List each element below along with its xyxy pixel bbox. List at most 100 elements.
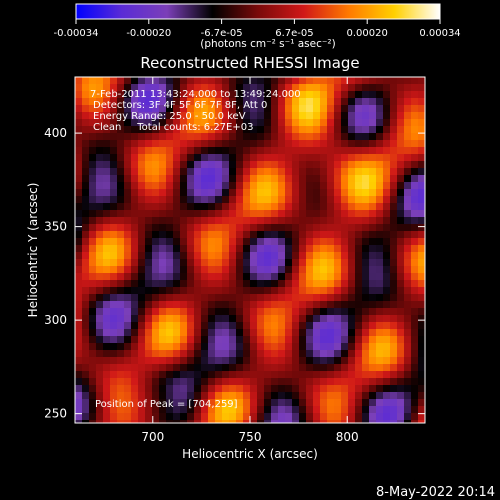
heatmap-cell [117,308,124,315]
heatmap-cell [243,392,250,399]
heatmap-cell [138,413,145,420]
heatmap-cell [201,189,208,196]
heatmap-cell [187,217,194,224]
heatmap-cell [229,224,236,231]
heatmap-cell [313,91,320,98]
heatmap-cell [369,406,376,413]
heatmap-cell [131,371,138,378]
heatmap-cell [110,392,117,399]
heatmap-cell [355,203,362,210]
heatmap-cell [376,336,383,343]
heatmap-cell [103,182,110,189]
heatmap-cell [110,105,117,112]
heatmap-cell [145,315,152,322]
heatmap-cell [264,119,271,126]
heatmap-cell [355,308,362,315]
heatmap-cell [124,420,131,423]
heatmap-cell [285,105,292,112]
heatmap-cell [103,287,110,294]
heatmap-cell [236,189,243,196]
heatmap-cell [362,378,369,385]
heatmap-cell [362,322,369,329]
heatmap-cell [348,378,355,385]
heatmap-cell [327,147,334,154]
heatmap-cell [173,385,180,392]
heatmap-cell [152,280,159,287]
heatmap-cell [362,140,369,147]
heatmap-cell [369,420,376,423]
heatmap-cell [89,245,96,252]
heatmap-cell [348,161,355,168]
heatmap-cell [418,112,425,119]
heatmap-cell [117,357,124,364]
heatmap-cell [299,378,306,385]
heatmap-cell [271,126,278,133]
heatmap-cell [257,392,264,399]
heatmap-cell [411,224,418,231]
heatmap-cell [271,413,278,420]
heatmap-cell [285,91,292,98]
heatmap-cell [278,336,285,343]
heatmap-cell [103,119,110,126]
heatmap-cell [362,273,369,280]
heatmap-cell [355,385,362,392]
heatmap-cell [278,399,285,406]
heatmap-cell [278,357,285,364]
heatmap-cell [180,217,187,224]
heatmap-cell [236,259,243,266]
heatmap-cell [243,91,250,98]
heatmap-cell [215,168,222,175]
heatmap-cell [110,238,117,245]
heatmap-cell [201,329,208,336]
heatmap-cell [201,224,208,231]
heatmap-cell [229,133,236,140]
heatmap-cell [341,308,348,315]
heatmap-cell [404,77,411,84]
heatmap-cell [320,378,327,385]
heatmap-cell [194,364,201,371]
heatmap-cell [117,182,124,189]
heatmap-cell [376,413,383,420]
heatmap-cell [404,287,411,294]
heatmap-cell [96,98,103,105]
heatmap-cell [194,385,201,392]
heatmap-cell [397,364,404,371]
heatmap-cell [404,105,411,112]
heatmap-cell [117,77,124,84]
heatmap-cell [124,161,131,168]
heatmap-cell [152,224,159,231]
heatmap-cell [313,301,320,308]
heatmap-cell [271,252,278,259]
heatmap-cell [75,406,82,413]
heatmap-cell [243,371,250,378]
heatmap-cell [173,84,180,91]
heatmap-cell [180,203,187,210]
heatmap-cell [201,182,208,189]
heatmap-cell [124,273,131,280]
heatmap-cell [145,105,152,112]
heatmap-cell [418,371,425,378]
heatmap-cell [173,336,180,343]
heatmap-cell [264,126,271,133]
heatmap-cell [264,91,271,98]
heatmap-cell [362,364,369,371]
heatmap-cell [348,280,355,287]
heatmap-cell [264,147,271,154]
heatmap-cell [404,210,411,217]
heatmap-cell [75,161,82,168]
heatmap-cell [131,224,138,231]
heatmap-cell [390,308,397,315]
heatmap-cell [292,119,299,126]
heatmap-cell [341,364,348,371]
heatmap-cell [334,182,341,189]
heatmap-cell [166,203,173,210]
heatmap-cell [257,357,264,364]
heatmap-cell [369,168,376,175]
heatmap-cell [103,315,110,322]
heatmap-cell [138,133,145,140]
heatmap-cell [341,371,348,378]
heatmap-cell [110,343,117,350]
heatmap-cell [145,189,152,196]
heatmap-cell [271,336,278,343]
heatmap-cell [292,280,299,287]
